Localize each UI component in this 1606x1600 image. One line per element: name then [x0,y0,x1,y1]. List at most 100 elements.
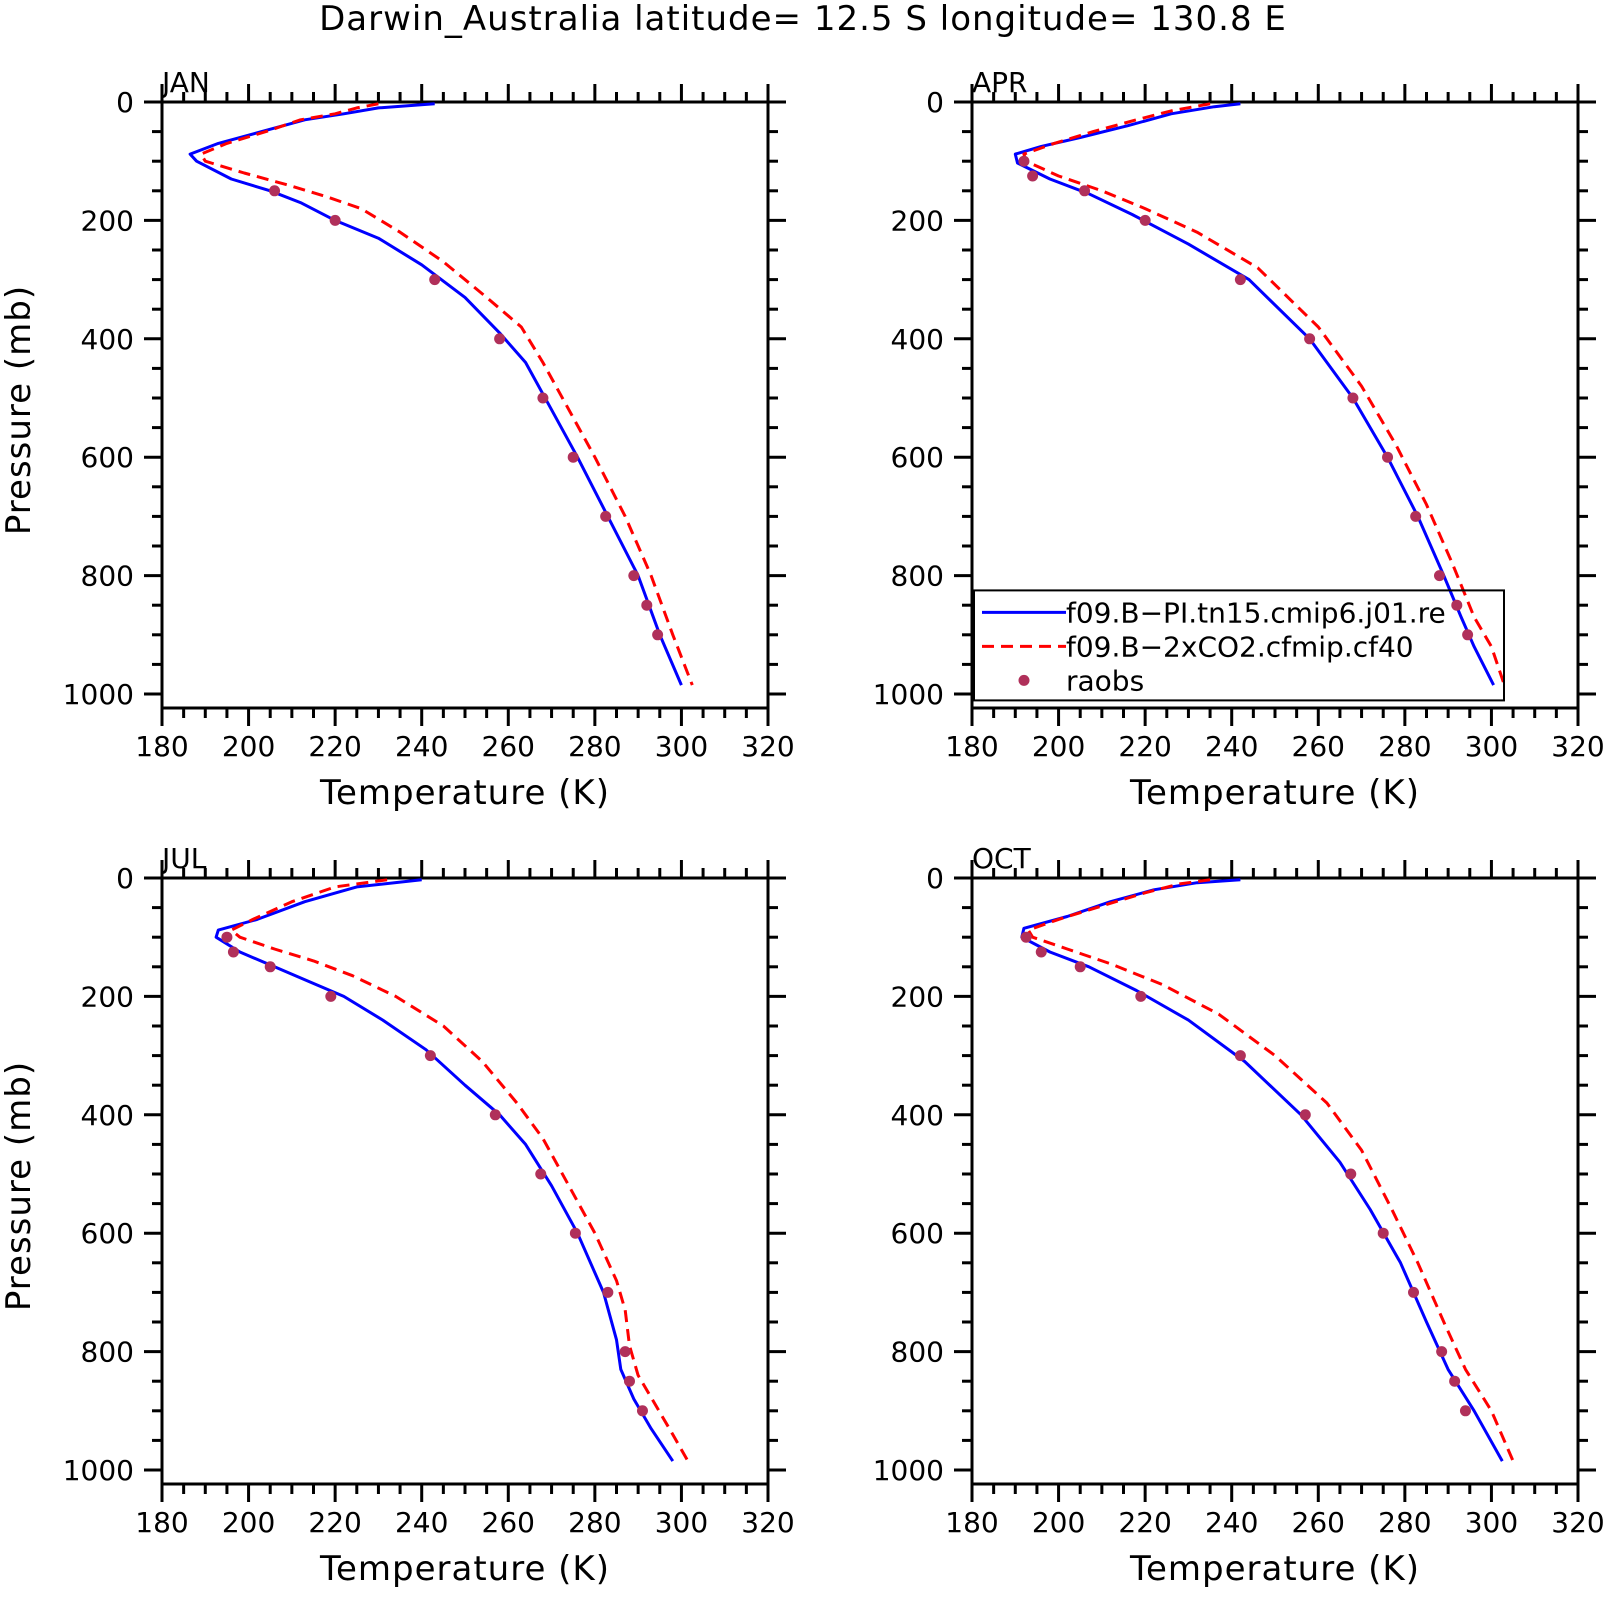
raobs-marker [1234,274,1246,286]
x-tick-label: 280 [568,1506,621,1539]
legend-swatch-raobs [1018,674,1030,686]
legend-label: f09.B−2xCO2.cfmip.cf40 [1066,630,1414,663]
x-tick-label: 180 [135,730,188,763]
raobs-marker [221,931,233,943]
x-tick-label: 220 [308,730,361,763]
raobs-marker [641,599,653,611]
x-tick-label: 280 [1378,1506,1431,1539]
y-tick-label: 200 [891,204,944,237]
y-tick-label: 400 [891,323,944,356]
x-tick-label: 200 [222,730,275,763]
raobs-marker [1234,1050,1246,1062]
raobs-marker [1410,510,1422,522]
raobs-marker [429,274,441,286]
raobs-marker [600,510,612,522]
raobs-marker [628,570,640,582]
plot-frame [970,876,1580,1486]
y-tick-label: 1000 [873,678,944,711]
raobs-marker [1018,155,1030,167]
raobs-marker [1139,214,1151,226]
raobs-marker [1433,570,1445,582]
x-tick-label: 240 [395,1506,448,1539]
raobs-marker [537,392,549,404]
y-tick-label: 800 [81,1336,134,1369]
x-tick-label: 320 [1551,1506,1604,1539]
raobs-marker [569,1227,581,1239]
y-tick-label: 800 [891,1336,944,1369]
raobs-marker [1035,946,1047,958]
panel-label: APR [972,66,1028,99]
y-tick-label: 1000 [873,1454,944,1487]
raobs-marker [1451,599,1463,611]
series-line-2xco2 [1022,102,1506,686]
y-tick-label: 400 [891,1099,944,1132]
series-line-pi [188,102,683,686]
x-axis-title: Temperature (K) [319,1549,610,1589]
legend-label: f09.B−PI.tn15.cmip6.j01.re [1066,596,1446,629]
y-axis-title: Pressure (mb) [0,1061,39,1311]
raobs-marker [494,333,506,345]
raobs-marker [227,946,239,958]
raobs-marker [1299,1109,1311,1121]
x-tick-label: 180 [135,1506,188,1539]
raobs-marker [602,1286,614,1298]
y-tick-label: 0 [116,862,134,895]
raobs-marker [1377,1227,1389,1239]
series-line-pi [214,878,675,1462]
raobs-marker [325,990,337,1002]
raobs-marker [489,1109,501,1121]
series-line-pi [1020,878,1504,1462]
x-axis-title: Temperature (K) [319,773,610,813]
y-tick-label: 600 [81,441,134,474]
x-tick-label: 220 [308,1506,361,1539]
x-tick-label: 180 [945,730,998,763]
x-tick-label: 200 [1032,730,1085,763]
x-tick-label: 280 [568,730,621,763]
raobs-marker [1345,1168,1357,1180]
x-tick-label: 240 [395,730,448,763]
x-tick-label: 260 [482,1506,535,1539]
series-line-2xco2 [1026,878,1515,1462]
series-line-2xco2 [199,102,694,686]
x-tick-label: 260 [1292,730,1345,763]
y-tick-label: 800 [891,560,944,593]
plot-frame [160,876,770,1486]
x-tick-label: 240 [1205,1506,1258,1539]
raobs-marker [1079,185,1091,197]
raobs-marker [1459,1405,1471,1417]
raobs-marker [1135,990,1147,1002]
y-tick-label: 1000 [63,678,134,711]
raobs-marker [1304,333,1316,345]
y-tick-label: 0 [926,86,944,119]
x-axis-title: Temperature (K) [1129,773,1420,813]
series-line-2xco2 [229,878,690,1462]
raobs-marker [1408,1286,1420,1298]
raobs-marker [1436,1346,1448,1358]
x-tick-label: 320 [741,730,794,763]
raobs-marker [623,1375,635,1387]
legend-label: raobs [1066,664,1144,697]
raobs-marker [1462,629,1474,641]
raobs-marker [1020,931,1032,943]
y-tick-label: 200 [891,980,944,1013]
x-tick-label: 320 [741,1506,794,1539]
legend: f09.B−PI.tn15.cmip6.j01.ref09.B−2xCO2.cf… [973,589,1505,702]
x-axis-title: Temperature (K) [1129,1549,1420,1589]
plot-frame [160,100,770,710]
y-tick-label: 800 [81,560,134,593]
legend-box [973,589,1505,702]
raobs-marker [535,1168,547,1180]
y-tick-label: 0 [926,862,944,895]
x-tick-label: 260 [1292,1506,1345,1539]
y-tick-label: 600 [81,1217,134,1250]
raobs-marker [652,629,664,641]
panel-label: OCT [972,842,1032,875]
x-tick-label: 240 [1205,730,1258,763]
raobs-marker [619,1346,631,1358]
raobs-marker [424,1050,436,1062]
